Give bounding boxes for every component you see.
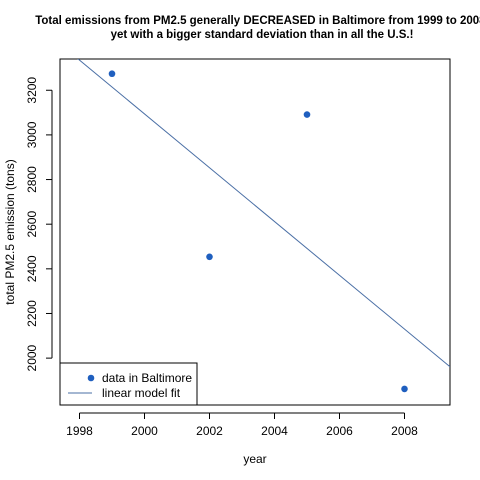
plot-frame bbox=[59, 58, 451, 406]
legend-label-points: data in Baltimore bbox=[102, 371, 192, 385]
chart-title-line-1: Total emissions from PM2.5 generally DEC… bbox=[35, 15, 480, 27]
y-tick-label: 2000 bbox=[25, 344, 39, 371]
x-tick-label: 2004 bbox=[261, 424, 288, 438]
y-tick-label: 2400 bbox=[25, 255, 39, 282]
y-tick-label: 2600 bbox=[25, 211, 39, 238]
x-axis: 1998 2000 2002 2004 2006 2008 bbox=[66, 412, 418, 438]
x-tick-label: 2002 bbox=[196, 424, 223, 438]
fit-line bbox=[77, 59, 450, 368]
chart-title-line-2: yet with a bigger standard deviation tha… bbox=[111, 29, 414, 41]
x-tick-label: 2000 bbox=[131, 424, 158, 438]
x-tick-label: 1998 bbox=[66, 424, 93, 438]
y-tick-label: 3200 bbox=[25, 77, 39, 104]
x-axis-label: year bbox=[243, 452, 266, 466]
legend: data in Baltimore linear model fit bbox=[59, 362, 198, 406]
y-tick-label: 2800 bbox=[25, 166, 39, 193]
x-tick-label: 2008 bbox=[391, 424, 418, 438]
data-point bbox=[206, 253, 213, 261]
y-axis-label: total PM2.5 emission (tons) bbox=[3, 159, 17, 304]
plot-content bbox=[77, 59, 450, 393]
y-axis: 2000 2200 2400 2600 2800 3000 3200 bbox=[25, 77, 53, 371]
legend-label-line: linear model fit bbox=[102, 386, 181, 400]
data-point bbox=[108, 70, 116, 78]
legend-box bbox=[59, 362, 198, 406]
x-tick-label: 2006 bbox=[326, 424, 353, 438]
y-tick-label: 2200 bbox=[25, 300, 39, 327]
data-point bbox=[303, 111, 311, 118]
data-point bbox=[401, 385, 408, 393]
legend-point-marker bbox=[87, 374, 95, 382]
y-tick-label: 3000 bbox=[25, 121, 39, 148]
